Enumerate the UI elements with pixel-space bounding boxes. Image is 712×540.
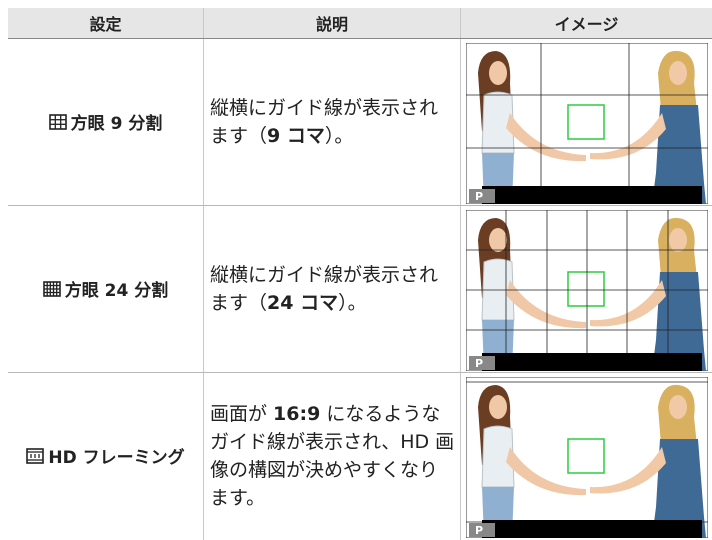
- setting-icon: [26, 447, 45, 464]
- column-divider: [203, 8, 204, 540]
- row-divider: [8, 205, 712, 206]
- description-text: 縦横にガイド線が表示されます（: [210, 96, 439, 147]
- badge-bg: [469, 356, 495, 370]
- setting-label: 方眼 9 分割: [70, 114, 163, 134]
- focus-frame: [567, 104, 605, 140]
- arm-left: [506, 280, 586, 329]
- dress-right: [652, 272, 706, 371]
- top-left: [481, 425, 515, 488]
- description-cell: 画面が 16:9 になるようなガイド線が表示され、HD 画像の構図が決めやすくな…: [210, 372, 456, 539]
- arm-right: [590, 447, 666, 494]
- focus-frame: [567, 438, 605, 474]
- description-text: 9 コマ: [267, 124, 325, 147]
- description: 画面が 16:9 になるようなガイド線が表示され、HD 画像の構図が決めやすくな…: [210, 400, 456, 512]
- arm-left: [506, 447, 586, 496]
- description-text: ）。: [338, 291, 367, 314]
- face-right: [669, 228, 687, 252]
- top-left: [481, 91, 515, 154]
- focus-frame: [567, 271, 605, 307]
- arm-right: [590, 280, 666, 327]
- status-bar: [482, 186, 702, 204]
- example-image: P: [466, 377, 708, 538]
- description-cell: 縦横にガイド線が表示されます（9 コマ）。: [210, 38, 456, 205]
- description-text: 16:9: [273, 402, 321, 425]
- description-text: ）。: [324, 124, 354, 147]
- face-left: [489, 61, 507, 85]
- mode-badge: P: [475, 524, 483, 537]
- setting-icon: [48, 113, 67, 130]
- hair-right: [658, 50, 698, 123]
- mode-badge: P: [475, 357, 483, 370]
- setting-icon: [42, 280, 61, 297]
- dress-right: [652, 105, 706, 204]
- arm-left: [506, 113, 586, 162]
- description-text: 24 コマ: [267, 291, 339, 314]
- dress-right: [652, 439, 706, 538]
- setting-cell: 方眼 9 分割: [8, 38, 203, 205]
- example-image: P: [466, 43, 708, 204]
- status-bar: [482, 520, 702, 538]
- hair-right: [658, 384, 698, 457]
- badge-bg: [469, 189, 495, 203]
- arm-right: [590, 113, 666, 160]
- face-right: [669, 395, 687, 419]
- badge-bg: [469, 523, 495, 537]
- setting-label: HD フレーミング: [48, 448, 185, 468]
- description: 縦横にガイド線が表示されます（9 コマ）。: [210, 94, 456, 150]
- mode-badge: P: [475, 190, 483, 203]
- example-image: P: [466, 210, 708, 371]
- row-divider: [8, 38, 712, 39]
- face-right: [669, 61, 687, 85]
- setting-cell: 方眼 24 分割: [8, 205, 203, 372]
- header-cell: イメージ: [461, 8, 712, 38]
- status-bar: [482, 353, 702, 371]
- header-cell: 説明: [204, 8, 460, 38]
- icon-frame: [26, 447, 45, 464]
- description-text: 縦横にガイド線が表示されます（: [210, 263, 439, 314]
- description: 縦横にガイド線が表示されます（24 コマ）。: [210, 261, 456, 317]
- description-text: 画面が: [210, 402, 274, 425]
- face-left: [489, 228, 507, 252]
- column-divider: [460, 8, 461, 540]
- header-cell: 設定: [8, 8, 203, 38]
- face-left: [489, 395, 507, 419]
- setting-label: 方眼 24 分割: [64, 281, 169, 301]
- icon-frame: [48, 113, 67, 130]
- row-divider: [8, 372, 712, 373]
- description-text: になるようなガイド線が表示され、HD 画像の構図が決めやすくなります。: [210, 402, 455, 509]
- setting-cell: HD フレーミング: [8, 372, 203, 539]
- description-cell: 縦横にガイド線が表示されます（24 コマ）。: [210, 205, 456, 372]
